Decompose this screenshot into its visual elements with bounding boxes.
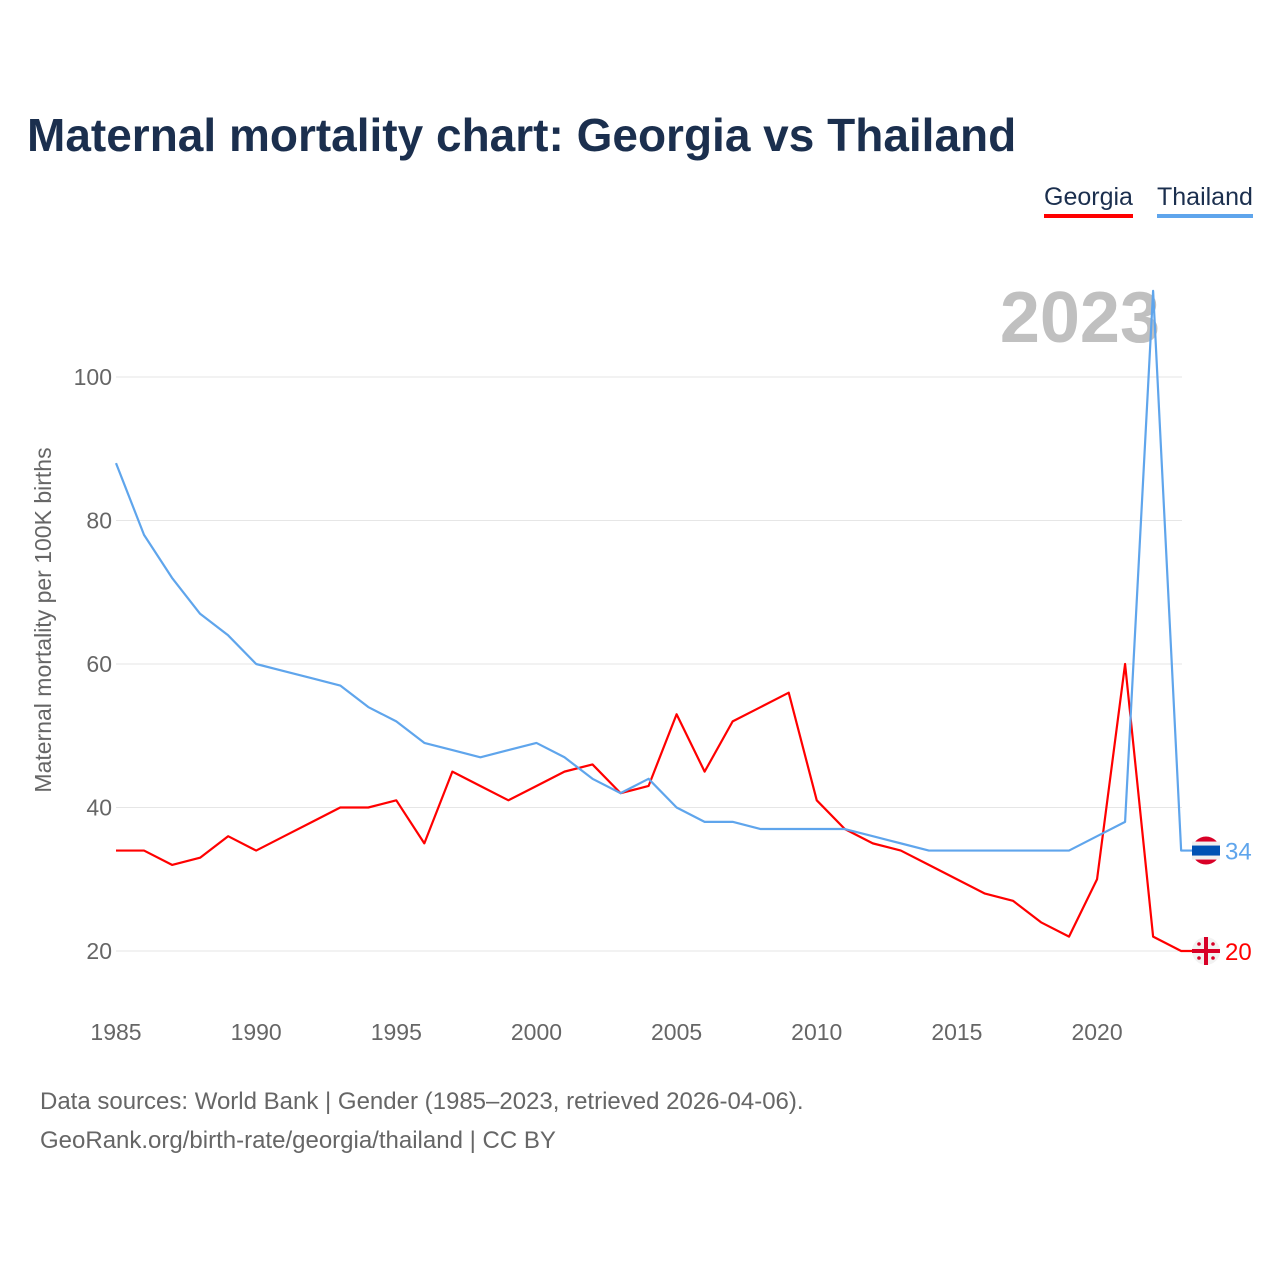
x-tick-label: 1985 — [90, 1019, 141, 1045]
y-tick-label: 60 — [86, 651, 112, 677]
x-tick-label: 2000 — [511, 1019, 562, 1045]
y-tick-label: 80 — [86, 508, 112, 534]
y-tick-label: 20 — [86, 938, 112, 964]
source-link[interactable]: GeoRank.org/birth-rate/georgia/thailand … — [40, 1127, 556, 1154]
series-line-thailand — [114, 289, 1200, 852]
end-value-label-thailand: 34 — [1225, 839, 1252, 866]
x-tick-label: 1990 — [231, 1019, 282, 1045]
line-chart: 2023 20 40 60 80 100 1985 1990 1995 2000 2005 2010 2… — [30, 278, 1252, 1045]
x-tick-label: 2020 — [1071, 1019, 1122, 1045]
series-line-georgia — [116, 662, 1200, 953]
source-note: Data sources: World Bank | Gender (1985–… — [40, 1088, 804, 1115]
flag-small-cross — [1211, 956, 1215, 960]
end-value-label-georgia: 20 — [1225, 939, 1252, 966]
flag-blue — [1192, 845, 1220, 856]
georgia-flag-icon — [1192, 937, 1220, 965]
legend-thailand[interactable]: Thailand — [1157, 183, 1253, 218]
legend-georgia[interactable]: Georgia — [1044, 183, 1133, 218]
x-tick-label: 2005 — [651, 1019, 702, 1045]
y-axis-label: Maternal mortality per 100K births — [30, 447, 56, 792]
y-tick-label: 40 — [86, 795, 112, 821]
thailand-flag-icon — [1192, 836, 1220, 865]
year-watermark: 2023 — [1000, 278, 1160, 358]
x-tick-label: 2015 — [931, 1019, 982, 1045]
flag-small-cross — [1197, 942, 1201, 946]
flag-small-cross — [1211, 942, 1215, 946]
flag-cross — [1204, 937, 1208, 965]
x-tick-label: 1995 — [371, 1019, 422, 1045]
chart-title: Maternal mortality chart: Georgia vs Tha… — [27, 109, 1017, 161]
x-tick-label: 2010 — [791, 1019, 842, 1045]
y-tick-label: 100 — [74, 364, 112, 390]
flag-small-cross — [1197, 956, 1201, 960]
